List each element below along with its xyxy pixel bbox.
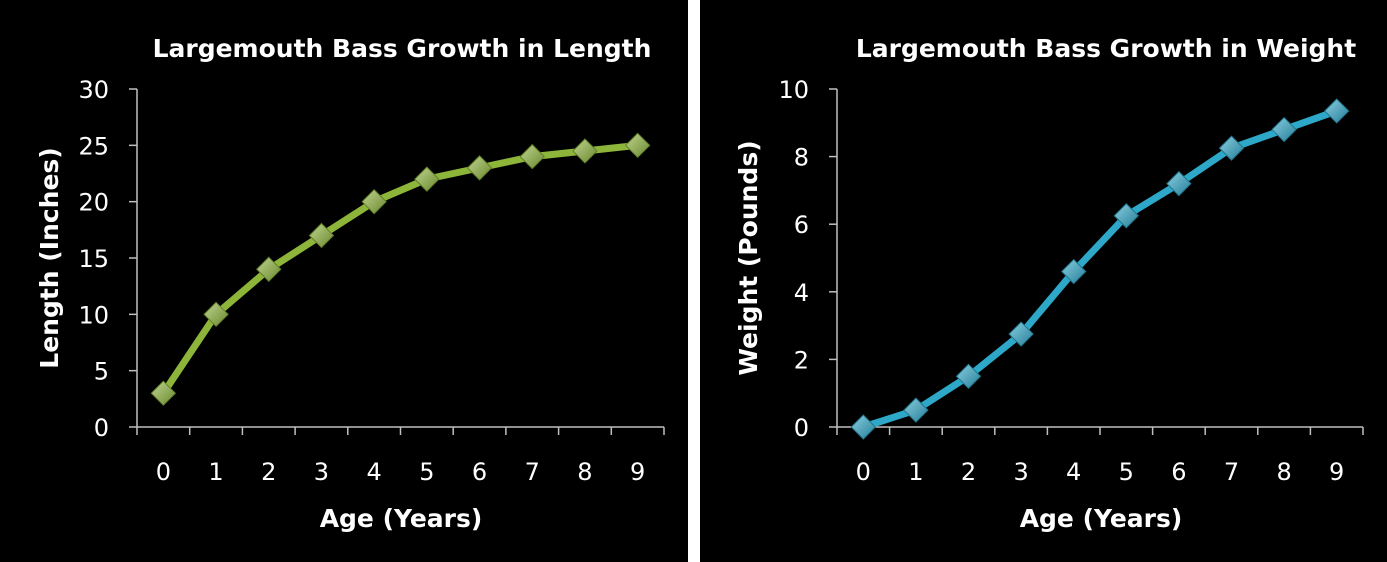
x-tick-label: 7 [1224,458,1239,486]
x-tick-label: 3 [314,458,329,486]
x-axis-label: Age (Years) [320,504,483,533]
data-point-marker [361,188,387,215]
x-tick-label: 2 [961,458,976,486]
y-tick-label: 15 [78,245,109,273]
y-tick-label: 30 [78,76,109,104]
data-point-marker [1008,321,1034,347]
data-point-marker [308,222,335,249]
data-point-marker [903,397,929,423]
y-axis-label: Weight (Pounds) [734,140,763,375]
data-point-marker [624,132,651,159]
data-point-marker [256,256,282,282]
y-tick-label: 6 [794,211,809,239]
length-chart: Largemouth Bass Growth in Length Age (Ye… [35,34,665,533]
weight-chart: Largemouth Bass Growth in Weight Age (Ye… [734,34,1364,533]
x-tick-label: 1 [908,458,923,486]
y-tick-label: 25 [78,132,109,160]
data-point-marker [203,301,229,328]
x-tick-label: 8 [577,458,592,486]
x-tick-label: 9 [630,458,645,486]
x-axis-label: Age (Years) [1020,504,1183,533]
x-tick-label: 7 [525,458,540,486]
data-point-marker [466,155,493,181]
data-point-marker [150,380,177,406]
data-point-marker [1060,258,1087,285]
y-tick-label: 10 [778,76,809,104]
data-point-marker [1166,170,1192,197]
x-tick-label: 4 [1066,458,1081,486]
x-tick-label: 0 [856,458,871,486]
data-point-marker [1323,98,1350,124]
data-point-marker [572,138,598,164]
y-axis-label: Length (Inches) [35,147,64,368]
data-point-marker [850,414,877,440]
x-tick-label: 9 [1329,458,1344,486]
data-point-marker [955,363,982,390]
weight-chart-panel: Largemouth Bass Growth in Weight Age (Ye… [700,0,1387,562]
x-tick-label: 6 [472,458,487,486]
y-tick-label: 8 [794,144,809,172]
y-tick-label: 5 [94,358,109,386]
series-line [859,107,1341,431]
y-tick-label: 0 [794,414,809,442]
data-point-marker [414,166,440,192]
data-point-marker [1271,116,1297,143]
data-point-marker [1218,135,1245,161]
x-tick-label: 5 [1119,458,1134,486]
chart-title: Largemouth Bass Growth in Length [153,34,652,63]
x-tick-label: 4 [367,458,382,486]
y-tick-label: 4 [794,279,809,307]
x-tick-label: 8 [1276,458,1291,486]
y-tick-label: 2 [794,346,809,374]
y-tick-label: 10 [78,301,109,329]
length-chart-panel: Largemouth Bass Growth in Length Age (Ye… [0,0,688,562]
x-tick-label: 3 [1013,458,1028,486]
x-tick-label: 2 [261,458,276,486]
x-tick-label: 0 [156,458,171,486]
data-point-marker [1113,203,1140,229]
y-tick-label: 0 [94,414,109,442]
x-tick-label: 1 [208,458,223,486]
data-point-marker [519,143,545,170]
series-line [159,141,642,397]
chart-title: Largemouth Bass Growth in Weight [856,34,1356,63]
y-tick-label: 20 [78,189,109,217]
x-tick-label: 6 [1171,458,1186,486]
x-tick-label: 5 [419,458,434,486]
